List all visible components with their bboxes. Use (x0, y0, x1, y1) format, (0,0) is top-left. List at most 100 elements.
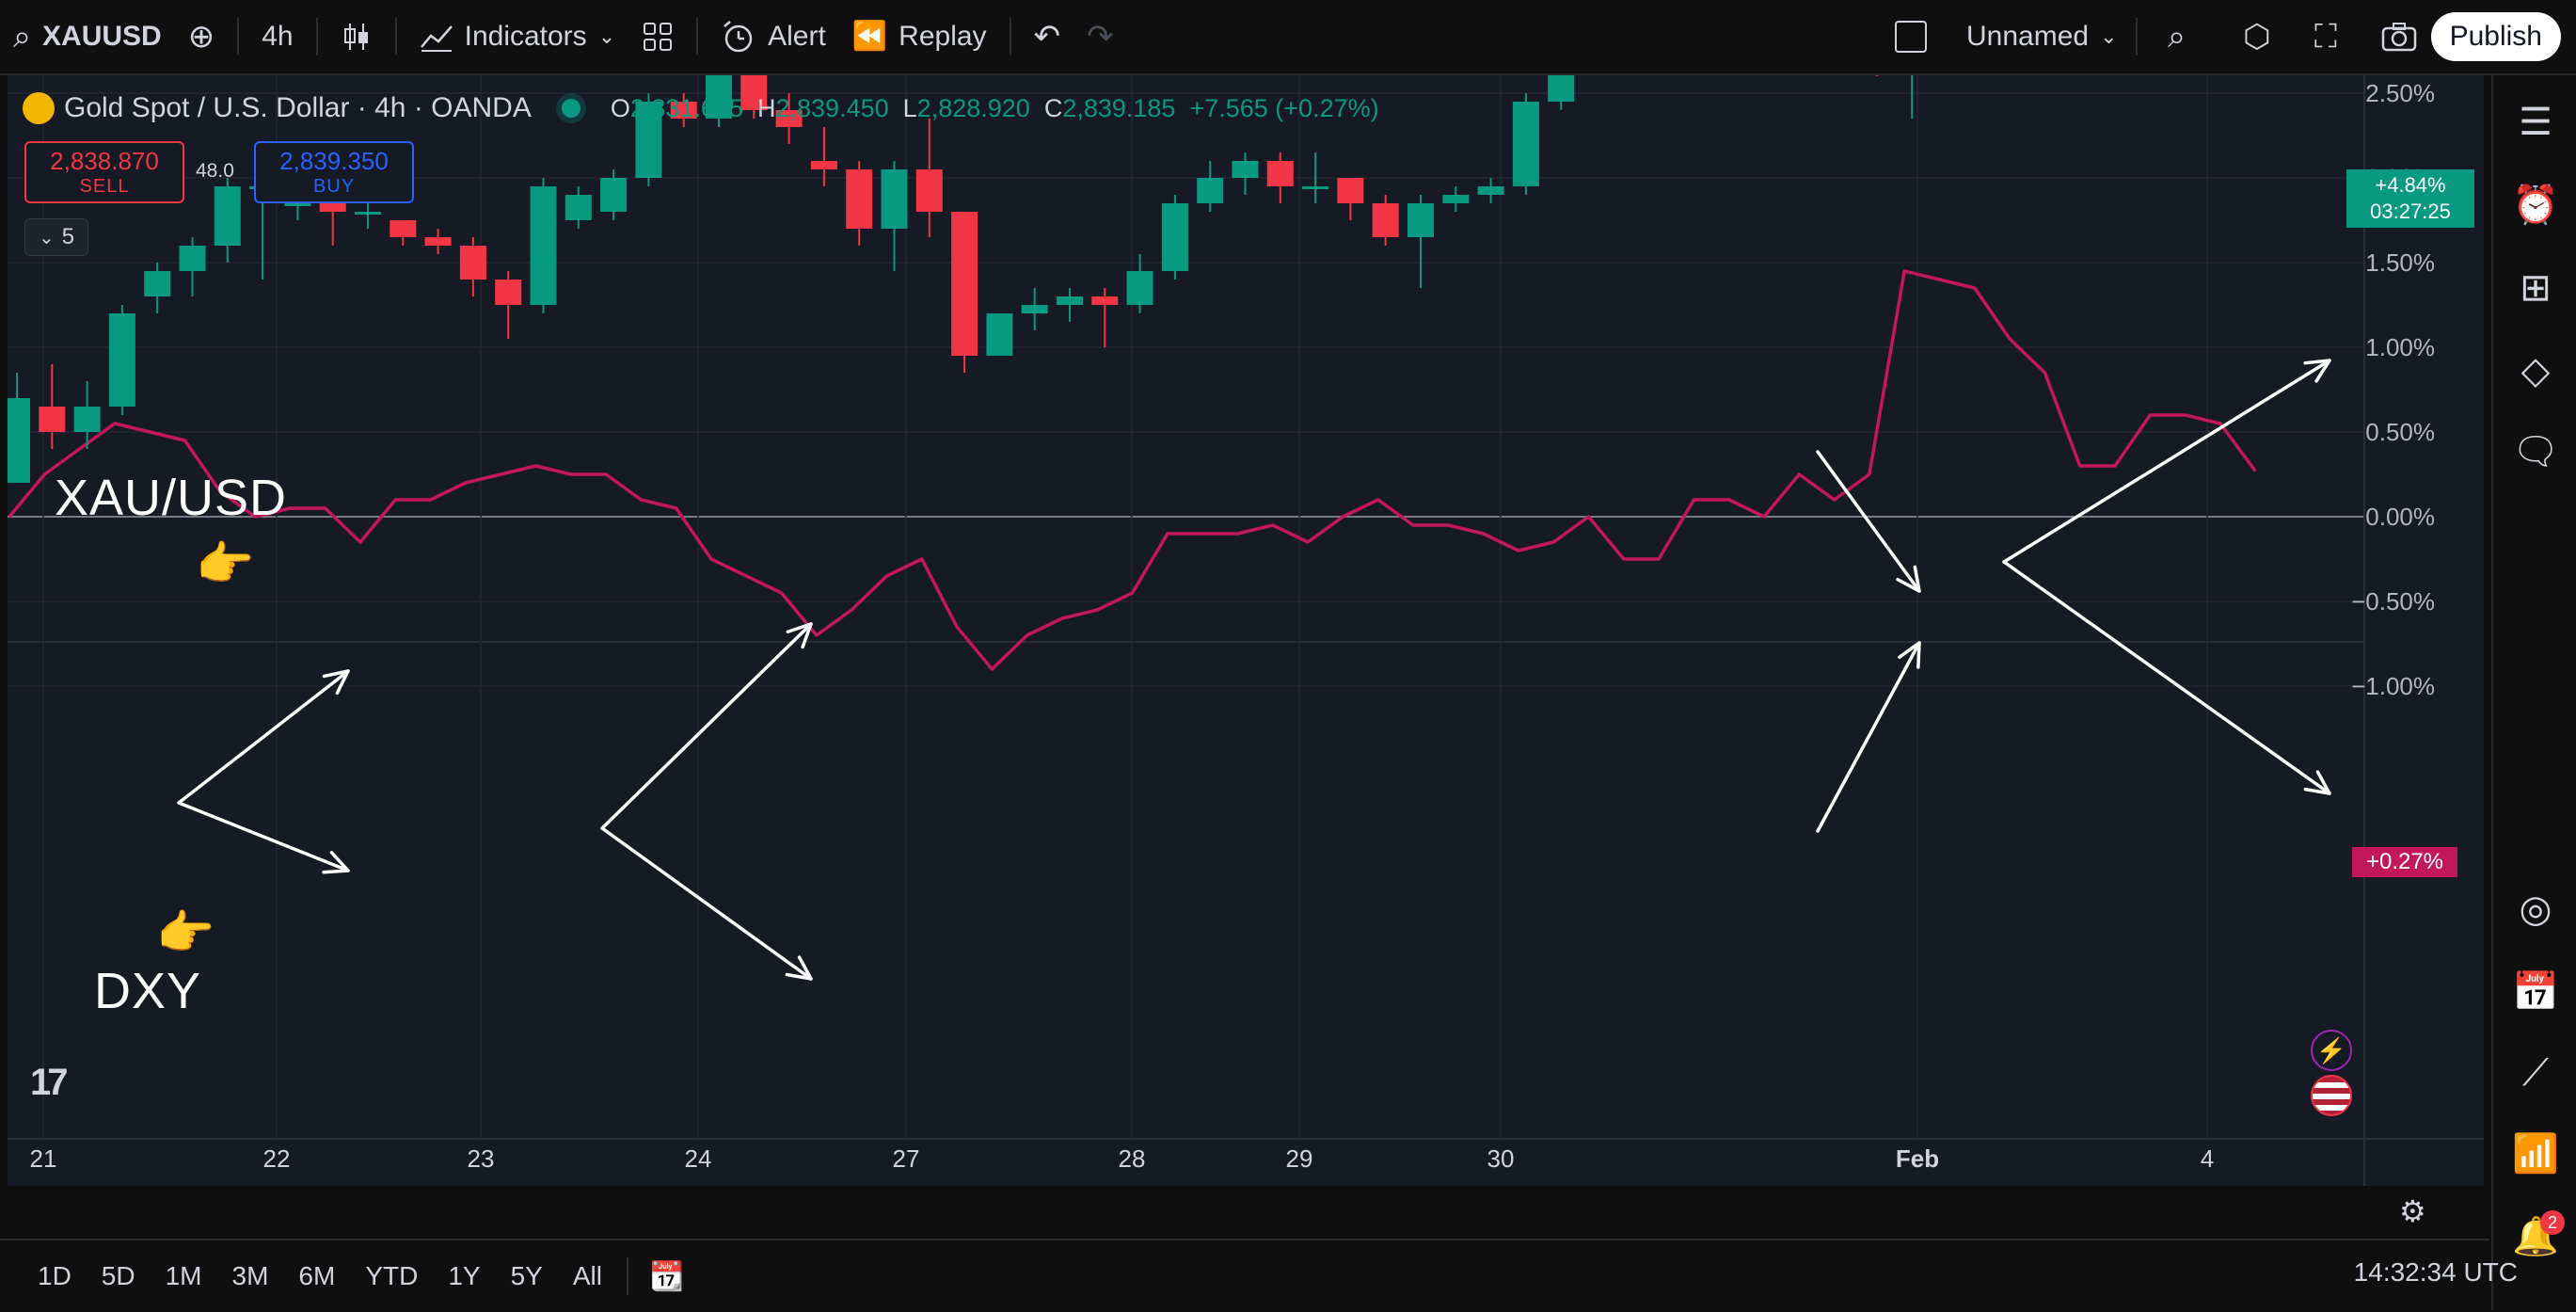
time-axis-label: 30 (1487, 1144, 1515, 1173)
range-button[interactable]: 1D (38, 1261, 72, 1290)
arrow-head (1896, 565, 1921, 593)
candle-body (810, 161, 837, 169)
gear-icon: ⚙ (2399, 1194, 2426, 1228)
candle-body (1512, 102, 1539, 186)
zap-search-icon: ⌕ (2168, 19, 2186, 55)
trendline-icon: ⟋ (2522, 1052, 2549, 1094)
object-tree-button[interactable]: ⊞ (2493, 269, 2576, 307)
price-axis-label: 1.00% (2365, 333, 2435, 361)
sell-button[interactable]: 2,838.870 SELL (24, 141, 184, 203)
publish-button[interactable]: Publish (2430, 12, 2561, 61)
candle (1021, 288, 1048, 330)
arrow-head (322, 851, 350, 874)
pointing-hand-icon: 👉 (156, 906, 215, 959)
candle-body (1407, 203, 1434, 237)
divider (315, 18, 318, 56)
fullscreen-button[interactable]: ⛶ (2301, 0, 2350, 73)
trading-panel-button[interactable]: ◎ (2493, 890, 2576, 928)
candle-body (495, 280, 522, 305)
time-axis-label: 27 (893, 1144, 920, 1173)
candle-body (635, 102, 662, 178)
candle-body (740, 75, 768, 110)
streams-button[interactable]: 📶 (2493, 1135, 2576, 1173)
current-price-tag: +4.84% 03:27:25 (2346, 169, 2474, 228)
candle-body (8, 398, 30, 483)
snapshot-button[interactable] (2367, 0, 2431, 73)
price-chart[interactable]: 5.50%5.00%4.50%4.00%3.50%3.00%2.50%2.00%… (8, 75, 2484, 1186)
notifications-button[interactable]: 🔔 2 (2493, 1210, 2576, 1256)
replay-button[interactable]: ⏪ Replay (839, 0, 1000, 73)
candle-body (1337, 178, 1364, 203)
range-button[interactable]: 5Y (510, 1261, 543, 1290)
indicators-button[interactable]: Indicators ⌄ (406, 0, 629, 73)
symbol-legend[interactable]: Gold Spot / U.S. Dollar · 4h · OANDA O2,… (23, 92, 1379, 124)
candle-body (144, 271, 171, 296)
candle-body (670, 102, 697, 119)
candle-body (951, 212, 978, 356)
annotation-arrow (177, 669, 350, 805)
candle-body (1057, 296, 1083, 305)
time-axis-settings-button[interactable]: ⚙ (2399, 1193, 2426, 1229)
redo-button[interactable]: ↷ (1073, 0, 1127, 73)
tradingview-logo[interactable]: 17 (30, 1062, 68, 1103)
candle-body (530, 186, 557, 305)
candle (635, 93, 662, 186)
candle-body (1232, 161, 1259, 178)
candle-body (775, 110, 803, 127)
candle (1337, 178, 1364, 220)
alarm-clock-icon: ⏰ (2512, 184, 2559, 226)
alerts-panel-button[interactable]: ⏰ (2493, 186, 2576, 224)
range-button[interactable]: 3M (231, 1261, 269, 1290)
range-button[interactable]: All (572, 1261, 602, 1290)
compare-button[interactable]: ⊕ (175, 0, 229, 73)
us-flag-icon[interactable] (2311, 1075, 2352, 1116)
grid-lines (8, 75, 2484, 1186)
lightning-icon[interactable]: ⚡ (2311, 1030, 2352, 1071)
candle (670, 93, 697, 127)
candle-body (915, 169, 943, 212)
chevron-down-icon: ⌄ (597, 24, 616, 48)
range-button[interactable]: 1M (165, 1261, 202, 1290)
goto-date-button[interactable]: 📆 (638, 1260, 695, 1293)
range-button[interactable]: 6M (298, 1261, 336, 1290)
range-button[interactable]: 1Y (448, 1261, 481, 1290)
layers-button[interactable]: ◇ (2493, 352, 2576, 390)
undo-button[interactable]: ↶ (1021, 0, 1074, 73)
candle (73, 381, 101, 449)
fullscreen-icon: ⛶ (2314, 19, 2337, 55)
candle-body (881, 169, 908, 229)
settings-button[interactable]: ⬡ (2230, 0, 2284, 73)
calendar-button[interactable]: 📅 (2493, 973, 2576, 1011)
quick-search-button[interactable]: ⌕ (2155, 0, 2199, 73)
chart-pane[interactable]: 5.50%5.00%4.50%4.00%3.50%3.00%2.50%2.00%… (8, 75, 2484, 1186)
price-axis-label: 0.00% (2365, 503, 2435, 531)
chart-type-button[interactable] (327, 0, 386, 73)
timezone-clock[interactable]: 14:32:34 UTC (2353, 1257, 2518, 1287)
annotation-arrow (2002, 560, 2331, 795)
collapse-indicators-button[interactable]: ⌄ 5 (24, 218, 88, 256)
candle (951, 212, 978, 373)
buy-button[interactable]: 2,839.350 BUY (254, 141, 414, 203)
layouts-button[interactable] (628, 0, 687, 73)
layout-selector[interactable]: Unnamed ⌄ (1882, 0, 2131, 73)
chats-button[interactable]: 🗨 (2493, 433, 2576, 471)
candle (1442, 186, 1470, 212)
time-axis-label: 21 (30, 1144, 57, 1173)
range-button[interactable]: 5D (101, 1261, 135, 1290)
range-button[interactable]: YTD (365, 1261, 419, 1290)
redo-icon: ↷ (1087, 19, 1114, 55)
ohlc-values: O2,831.635 H2,839.450 L2,828.920 C2,839.… (610, 93, 1379, 122)
alert-button[interactable]: Alert (708, 0, 839, 73)
arrow-shaft (1816, 641, 1921, 833)
time-axis-label: 29 (1286, 1144, 1313, 1173)
candle (459, 237, 486, 296)
interval-selector[interactable]: 4h (248, 0, 306, 73)
drawing-tools-button[interactable]: ⟋ (2493, 1054, 2576, 1092)
symbol-search[interactable]: ⌕ XAUUSD (0, 0, 175, 73)
divider (2136, 18, 2138, 56)
time-axis-label: 28 (1119, 1144, 1146, 1173)
buy-label: BUY (312, 176, 356, 197)
time-axis-label: 24 (685, 1144, 712, 1173)
watchlist-button[interactable]: ☰ (2493, 104, 2576, 141)
arrow-head (2303, 770, 2331, 795)
